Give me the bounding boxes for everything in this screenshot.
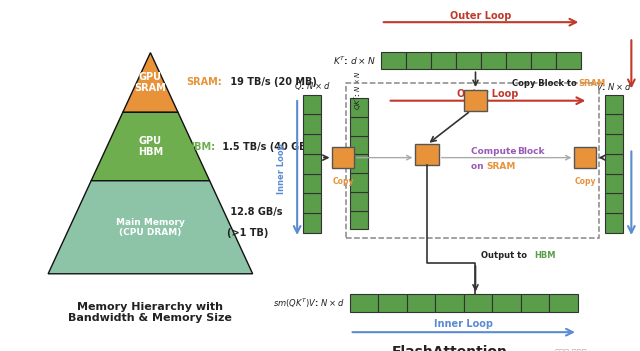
Bar [605, 213, 623, 233]
Text: $QK^T$: $N\times N$: $QK^T$: $N\times N$ [353, 69, 365, 110]
Bar [349, 173, 367, 192]
Text: on: on [470, 161, 486, 171]
Bar [303, 95, 321, 114]
Text: Inner Loop: Inner Loop [435, 319, 493, 330]
Text: GPU
SRAM: GPU SRAM [134, 72, 166, 93]
Bar [303, 193, 321, 213]
Bar [521, 294, 549, 312]
Bar [303, 174, 321, 193]
Bar [378, 294, 407, 312]
Bar [481, 52, 506, 69]
Text: $K^T$: $d\times N$: $K^T$: $d\times N$ [333, 54, 376, 67]
Text: $Q$: $N\times d$: $Q$: $N\times d$ [294, 80, 330, 92]
Text: FlashAttention: FlashAttention [392, 345, 508, 351]
Bar [349, 117, 367, 135]
Bar [464, 294, 492, 312]
Bar [435, 294, 464, 312]
Bar [303, 134, 321, 154]
Bar [415, 145, 439, 165]
Bar [303, 114, 321, 134]
Text: GPU
HBM: GPU HBM [138, 136, 163, 157]
Text: 12.8 GB/s: 12.8 GB/s [227, 207, 283, 217]
Bar [431, 52, 456, 69]
Text: (>1 TB): (>1 TB) [227, 229, 268, 238]
Text: Main Memory
(CPU DRAM): Main Memory (CPU DRAM) [116, 218, 185, 237]
Polygon shape [91, 112, 210, 181]
Bar [605, 154, 623, 174]
Text: Memory Hierarchy with
Bandwidth & Memory Size: Memory Hierarchy with Bandwidth & Memory… [68, 302, 232, 323]
Text: Outer Loop: Outer Loop [451, 11, 512, 21]
Text: Copy Block to: Copy Block to [512, 79, 580, 88]
Bar [492, 294, 521, 312]
Text: Copy: Copy [574, 177, 596, 186]
Text: SRAM: SRAM [486, 161, 516, 171]
Bar [556, 52, 581, 69]
Text: Copy: Copy [332, 177, 354, 186]
Polygon shape [48, 181, 253, 274]
Bar [549, 294, 578, 312]
Text: Output to: Output to [481, 251, 530, 260]
Text: HBM: HBM [534, 251, 556, 260]
Text: 1.5 TB/s (40 GB): 1.5 TB/s (40 GB) [219, 143, 311, 152]
Text: Compute: Compute [470, 147, 519, 156]
Bar [605, 95, 623, 114]
Bar [605, 134, 623, 154]
Bar [349, 154, 367, 173]
Bar [332, 147, 354, 168]
Bar [381, 52, 406, 69]
Text: SRAM:: SRAM: [186, 78, 222, 87]
Bar [349, 192, 367, 211]
Text: Outer Loop: Outer Loop [457, 89, 518, 99]
Bar [349, 211, 367, 230]
Bar [456, 52, 481, 69]
Bar [407, 294, 435, 312]
Text: Block: Block [517, 147, 545, 156]
Bar [303, 213, 321, 233]
Bar [406, 52, 431, 69]
Bar [574, 147, 596, 168]
Text: HBM:: HBM: [186, 143, 216, 152]
Text: Inner Loop: Inner Loop [276, 144, 286, 194]
Text: DRAM:: DRAM: [186, 207, 223, 217]
Bar [531, 52, 556, 69]
Bar [605, 114, 623, 134]
Text: $sm(QK^T)V$: $N\times d$: $sm(QK^T)V$: $N\times d$ [273, 297, 344, 310]
Bar [349, 294, 378, 312]
Bar [346, 83, 598, 238]
Polygon shape [123, 53, 178, 112]
Bar [349, 98, 367, 117]
Bar [349, 135, 367, 154]
Bar [506, 52, 531, 69]
Text: SRAM: SRAM [579, 79, 605, 88]
Bar [464, 90, 487, 111]
Text: $V$: $N\times d$: $V$: $N\times d$ [596, 81, 632, 92]
Text: 公众号·量子位: 公众号·量子位 [555, 348, 587, 351]
Bar [303, 154, 321, 174]
Text: 19 TB/s (20 MB): 19 TB/s (20 MB) [227, 78, 317, 87]
Bar [605, 193, 623, 213]
Bar [605, 174, 623, 193]
